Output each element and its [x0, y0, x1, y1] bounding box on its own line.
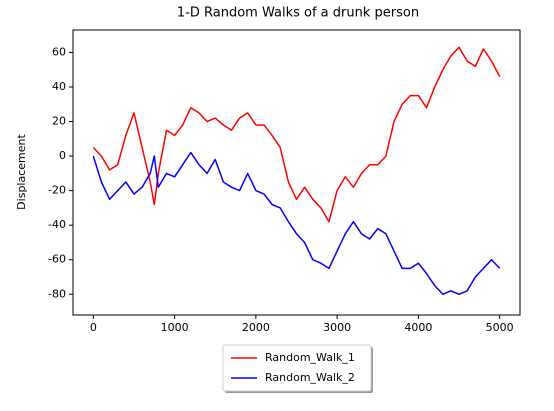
legend-box — [222, 344, 372, 392]
x-tick-label: 4000 — [404, 321, 432, 334]
y-tick-label: 60 — [52, 45, 66, 58]
y-tick-label: -80 — [48, 287, 66, 300]
y-tick-label: 0 — [59, 149, 66, 162]
y-tick-label: 20 — [52, 115, 66, 128]
chart-title: 1-D Random Walks of a drunk person — [177, 6, 419, 21]
y-tick-label: -20 — [48, 184, 66, 197]
x-tick-label: 5000 — [486, 321, 514, 334]
legend-label: Random_Walk_1 — [265, 351, 355, 364]
x-tick-label: 2000 — [242, 321, 270, 334]
y-tick-label: 40 — [52, 80, 66, 93]
y-axis-label: Displacement — [15, 134, 28, 210]
legend-label: Random_Walk_2 — [265, 371, 355, 384]
legend: Random_Walk_1 Random_Walk_2 — [222, 344, 373, 393]
series-line — [92, 151, 501, 296]
x-tick-label: 0 — [90, 321, 97, 334]
x-tick-label: 3000 — [323, 321, 351, 334]
series-line — [92, 46, 501, 223]
x-tick-label: 1000 — [161, 321, 189, 334]
y-tick-label: -60 — [48, 253, 66, 266]
y-tick-label: -40 — [48, 218, 66, 231]
plot-frame — [72, 29, 521, 316]
